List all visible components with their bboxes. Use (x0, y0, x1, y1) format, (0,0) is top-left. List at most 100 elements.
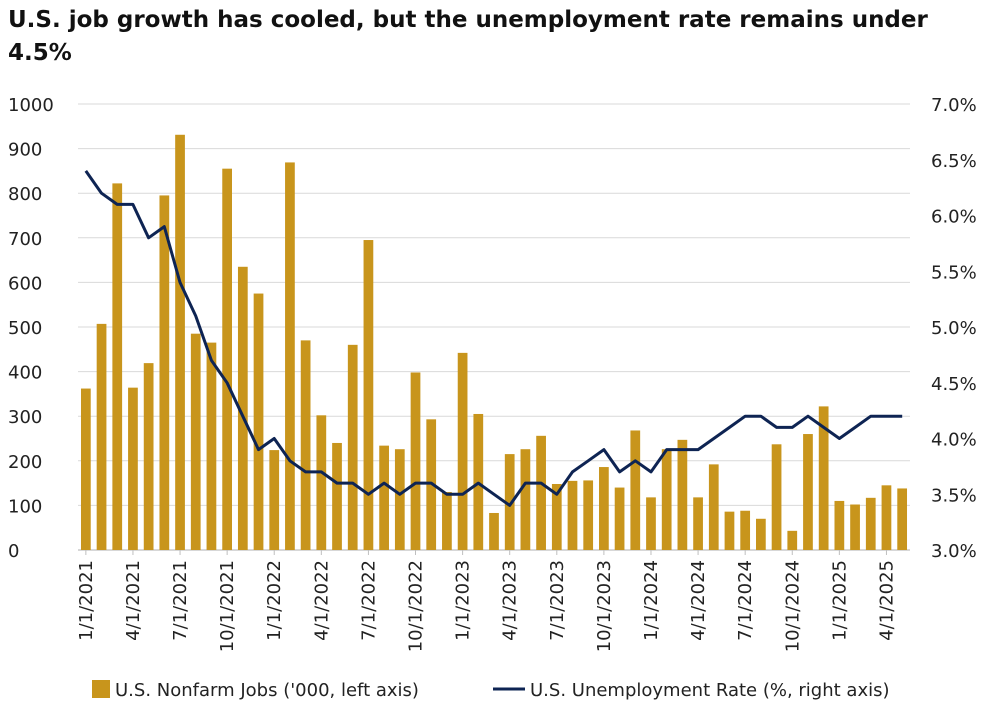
bar-nonfarm-jobs (394, 449, 405, 550)
bar-nonfarm-jobs (865, 497, 876, 550)
line-series-unemployment (84, 170, 903, 507)
right-axis: 3.0% 3.5% 4.0% 4.5% 5.0% 5.5% 6.0% 6.5% 7.0% (931, 95, 977, 562)
bar-nonfarm-jobs (269, 450, 280, 550)
bar-nonfarm-jobs (881, 485, 892, 550)
bar-nonfarm-jobs (536, 435, 546, 550)
bar-nonfarm-jobs (300, 340, 311, 550)
x-axis-tick-label: 7/1/2024 (735, 560, 756, 641)
bar-nonfarm-jobs (599, 467, 609, 550)
left-axis-tick-label: 600 (8, 273, 42, 294)
right-axis-tick-label: 4.0% (931, 430, 977, 451)
x-axis-tick-label: 1/1/2024 (641, 560, 662, 641)
bar-nonfarm-jobs (693, 497, 703, 550)
bar-nonfarm-jobs (410, 372, 421, 550)
right-axis-tick-label: 7.0% (931, 95, 977, 116)
bar-nonfarm-jobs (756, 518, 766, 550)
bar-nonfarm-jobs (646, 497, 656, 550)
legend-label-nonfarm-jobs: U.S. Nonfarm Jobs ('000, left axis) (115, 680, 419, 701)
left-axis-tick-label: 100 (8, 496, 42, 517)
x-axis-tick-label: 4/1/2025 (876, 560, 897, 641)
bar-nonfarm-jobs (285, 162, 295, 550)
x-axis-tick-label: 7/1/2022 (358, 560, 379, 641)
x-axis-tick-label: 7/1/2021 (170, 560, 191, 641)
x-axis-tick-label: 10/1/2021 (217, 560, 238, 652)
bar-nonfarm-jobs (442, 492, 452, 550)
bar-nonfarm-jobs (740, 510, 751, 550)
left-axis-tick-label: 700 (8, 229, 42, 250)
x-axis-tick-label: 4/1/2021 (123, 560, 144, 641)
bar-nonfarm-jobs (677, 439, 688, 550)
x-axis-tick-label: 1/1/2025 (829, 560, 850, 641)
left-axis-tick-label: 500 (8, 318, 42, 339)
x-axis: 1/1/2021 4/1/2021 7/1/2021 10/1/2021 1/1/202… (76, 550, 897, 652)
bar-nonfarm-jobs (504, 454, 515, 550)
left-axis-tick-label: 900 (8, 140, 42, 161)
bar-nonfarm-jobs (818, 406, 829, 550)
bar-series-nonfarm-jobs (80, 134, 908, 551)
bar-nonfarm-jobs (96, 323, 107, 550)
bar-nonfarm-jobs (332, 442, 342, 550)
bar-nonfarm-jobs (661, 449, 672, 550)
bar-nonfarm-jobs (457, 352, 468, 550)
line-unemployment-rate (84, 170, 903, 507)
bar-nonfarm-jobs (253, 293, 264, 550)
bar-nonfarm-jobs (128, 387, 138, 550)
bar-nonfarm-jobs (159, 195, 170, 550)
left-axis: 0 100 200 300 400 500 600 700 800 900 1000 (8, 95, 54, 562)
bar-nonfarm-jobs (222, 168, 232, 551)
bar-nonfarm-jobs (850, 504, 860, 550)
bar-nonfarm-jobs (206, 342, 217, 550)
bar-nonfarm-jobs (112, 183, 123, 550)
x-axis-tick-label: 1/1/2021 (76, 560, 97, 641)
bar-nonfarm-jobs (175, 134, 185, 551)
bar-nonfarm-jobs (489, 512, 499, 550)
right-axis-tick-label: 3.5% (931, 485, 977, 506)
bar-nonfarm-jobs (347, 344, 358, 550)
legend: U.S. Nonfarm Jobs ('000, left axis) U.S. … (92, 680, 890, 701)
chart-title: U.S. job growth has cooled, but the unem… (8, 7, 928, 66)
right-axis-tick-label: 5.0% (931, 318, 977, 339)
bar-nonfarm-jobs (551, 483, 562, 550)
x-axis-tick-label: 4/1/2023 (500, 560, 521, 641)
x-axis-tick-label: 1/1/2023 (453, 560, 474, 641)
left-axis-tick-label: 0 (8, 541, 19, 562)
bar-nonfarm-jobs (787, 530, 798, 550)
gridlines (78, 103, 910, 551)
bar-nonfarm-jobs (630, 430, 641, 550)
bar-nonfarm-jobs (567, 480, 578, 550)
bar-nonfarm-jobs (379, 445, 389, 550)
x-axis-tick-label: 4/1/2022 (311, 560, 332, 641)
right-axis-tick-label: 5.5% (931, 262, 977, 283)
x-axis-tick-label: 7/1/2023 (547, 560, 568, 641)
x-axis-tick-label: 10/1/2022 (406, 560, 427, 652)
x-axis-tick-label: 1/1/2022 (264, 560, 285, 641)
right-axis-tick-label: 4.5% (931, 374, 977, 395)
bar-nonfarm-jobs (771, 444, 782, 550)
left-axis-tick-label: 300 (8, 407, 42, 428)
bar-nonfarm-jobs (834, 500, 845, 550)
bar-nonfarm-jobs (614, 487, 625, 550)
right-axis-tick-label: 3.0% (931, 541, 977, 562)
bar-nonfarm-jobs (724, 511, 735, 550)
left-axis-tick-label: 800 (8, 184, 42, 205)
bar-nonfarm-jobs (803, 434, 813, 550)
right-axis-tick-label: 6.0% (931, 207, 977, 228)
x-axis-tick-label: 10/1/2024 (782, 560, 803, 652)
bar-nonfarm-jobs (520, 449, 531, 550)
bar-nonfarm-jobs (143, 363, 154, 550)
bar-nonfarm-jobs (80, 388, 91, 550)
bar-nonfarm-jobs (237, 266, 248, 550)
bar-nonfarm-jobs (190, 333, 201, 550)
x-axis-tick-label: 10/1/2023 (594, 560, 615, 652)
legend-label-unemployment-rate: U.S. Unemployment Rate (%, right axis) (530, 680, 890, 701)
bar-nonfarm-jobs (316, 415, 327, 550)
x-axis-tick-label: 4/1/2024 (688, 560, 709, 641)
left-axis-tick-label: 1000 (8, 95, 54, 116)
bar-nonfarm-jobs (708, 464, 719, 550)
legend-swatch-nonfarm-jobs (92, 680, 110, 698)
bar-nonfarm-jobs (583, 480, 594, 550)
right-axis-tick-label: 6.5% (931, 151, 977, 172)
left-axis-tick-label: 200 (8, 452, 42, 473)
left-axis-tick-label: 400 (8, 363, 42, 384)
